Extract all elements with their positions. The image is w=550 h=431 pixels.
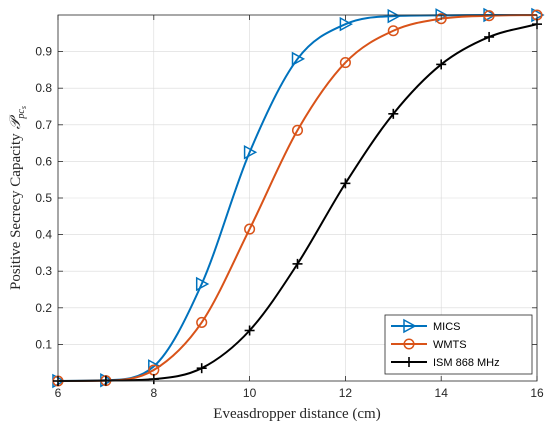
y-tick-label: 0.8 <box>35 81 52 95</box>
x-tick-label: 12 <box>339 386 353 400</box>
x-axis-label: Eveasdropper distance (cm) <box>213 406 380 422</box>
series-wmts-point <box>244 223 256 235</box>
y-tick-label: 0.2 <box>35 301 52 315</box>
y-tick-label: 0.9 <box>35 45 52 59</box>
tick-labels: 6 8 10 12 14 16 0.1 0.2 0.3 0.4 0.5 0.6 0.7 0.8 0.9 <box>35 45 544 400</box>
y-axis-label-subsubscript: s <box>19 106 28 109</box>
y-tick-label: 0.3 <box>35 264 52 278</box>
series-wmts-point <box>387 25 399 37</box>
legend: MICS WMTS ISM 868 MHz <box>384 314 533 375</box>
x-tick-label: 6 <box>55 386 62 400</box>
y-tick-label: 0.4 <box>35 228 52 242</box>
series-mics-point <box>243 144 258 160</box>
x-tick-label: 8 <box>150 386 157 400</box>
legend-item-ism-868-mhz-label: ISM 868 MHz <box>433 357 500 369</box>
series-ism-868-mhz-point <box>292 258 303 269</box>
series-wmts-point <box>435 13 447 25</box>
series-ism-868-mhz-point <box>196 363 207 374</box>
y-tick-label: 0.1 <box>35 337 52 351</box>
legend-item-wmts-marker <box>403 338 415 350</box>
series-ism-868-mhz-point <box>340 178 351 189</box>
series-wmts-point <box>339 57 351 69</box>
series-ism-868-mhz-point <box>244 325 255 336</box>
legend-item-ism-868-mhz-marker <box>404 357 414 367</box>
y-axis-label: Positive Secrecy Capacity𝒫pcs <box>8 106 28 290</box>
y-axis-label-subscript: pc <box>16 109 27 120</box>
y-axis-label-text: Positive Secrecy Capacity <box>8 133 24 290</box>
series-mics-point <box>291 51 306 67</box>
legend-item-wmts: WMTS <box>391 338 467 351</box>
legend-item-ism-868-mhz: ISM 868 MHz <box>391 357 500 369</box>
series-mics-point <box>195 276 210 292</box>
series-wmts-point <box>291 124 304 136</box>
ticks <box>57 15 538 381</box>
legend-item-mics-label: MICS <box>433 321 461 333</box>
y-tick-label: 0.7 <box>35 118 52 132</box>
x-tick-label: 10 <box>243 386 257 400</box>
series-ism-868-mhz-point <box>436 59 447 70</box>
series-ism-868-mhz-point <box>484 31 495 42</box>
legend-item-mics: MICS <box>391 318 461 334</box>
series-ism-868-mhz-line <box>57 23 538 382</box>
grid <box>57 15 538 381</box>
y-tick-label: 0.5 <box>35 191 52 205</box>
x-tick-label: 16 <box>530 386 544 400</box>
series-wmts-point <box>196 316 208 328</box>
y-tick-label: 0.6 <box>35 154 52 168</box>
legend-item-wmts-label: WMTS <box>433 339 467 351</box>
legend-items: MICS WMTS ISM 868 MHz <box>391 318 500 369</box>
series-mics-point <box>339 16 353 32</box>
x-tick-label: 14 <box>435 386 449 400</box>
series-mics-point <box>387 8 401 24</box>
series-ism-868-mhz-point <box>388 108 399 119</box>
legend-item-mics-marker <box>403 318 417 334</box>
series-wmts-point <box>483 10 495 22</box>
